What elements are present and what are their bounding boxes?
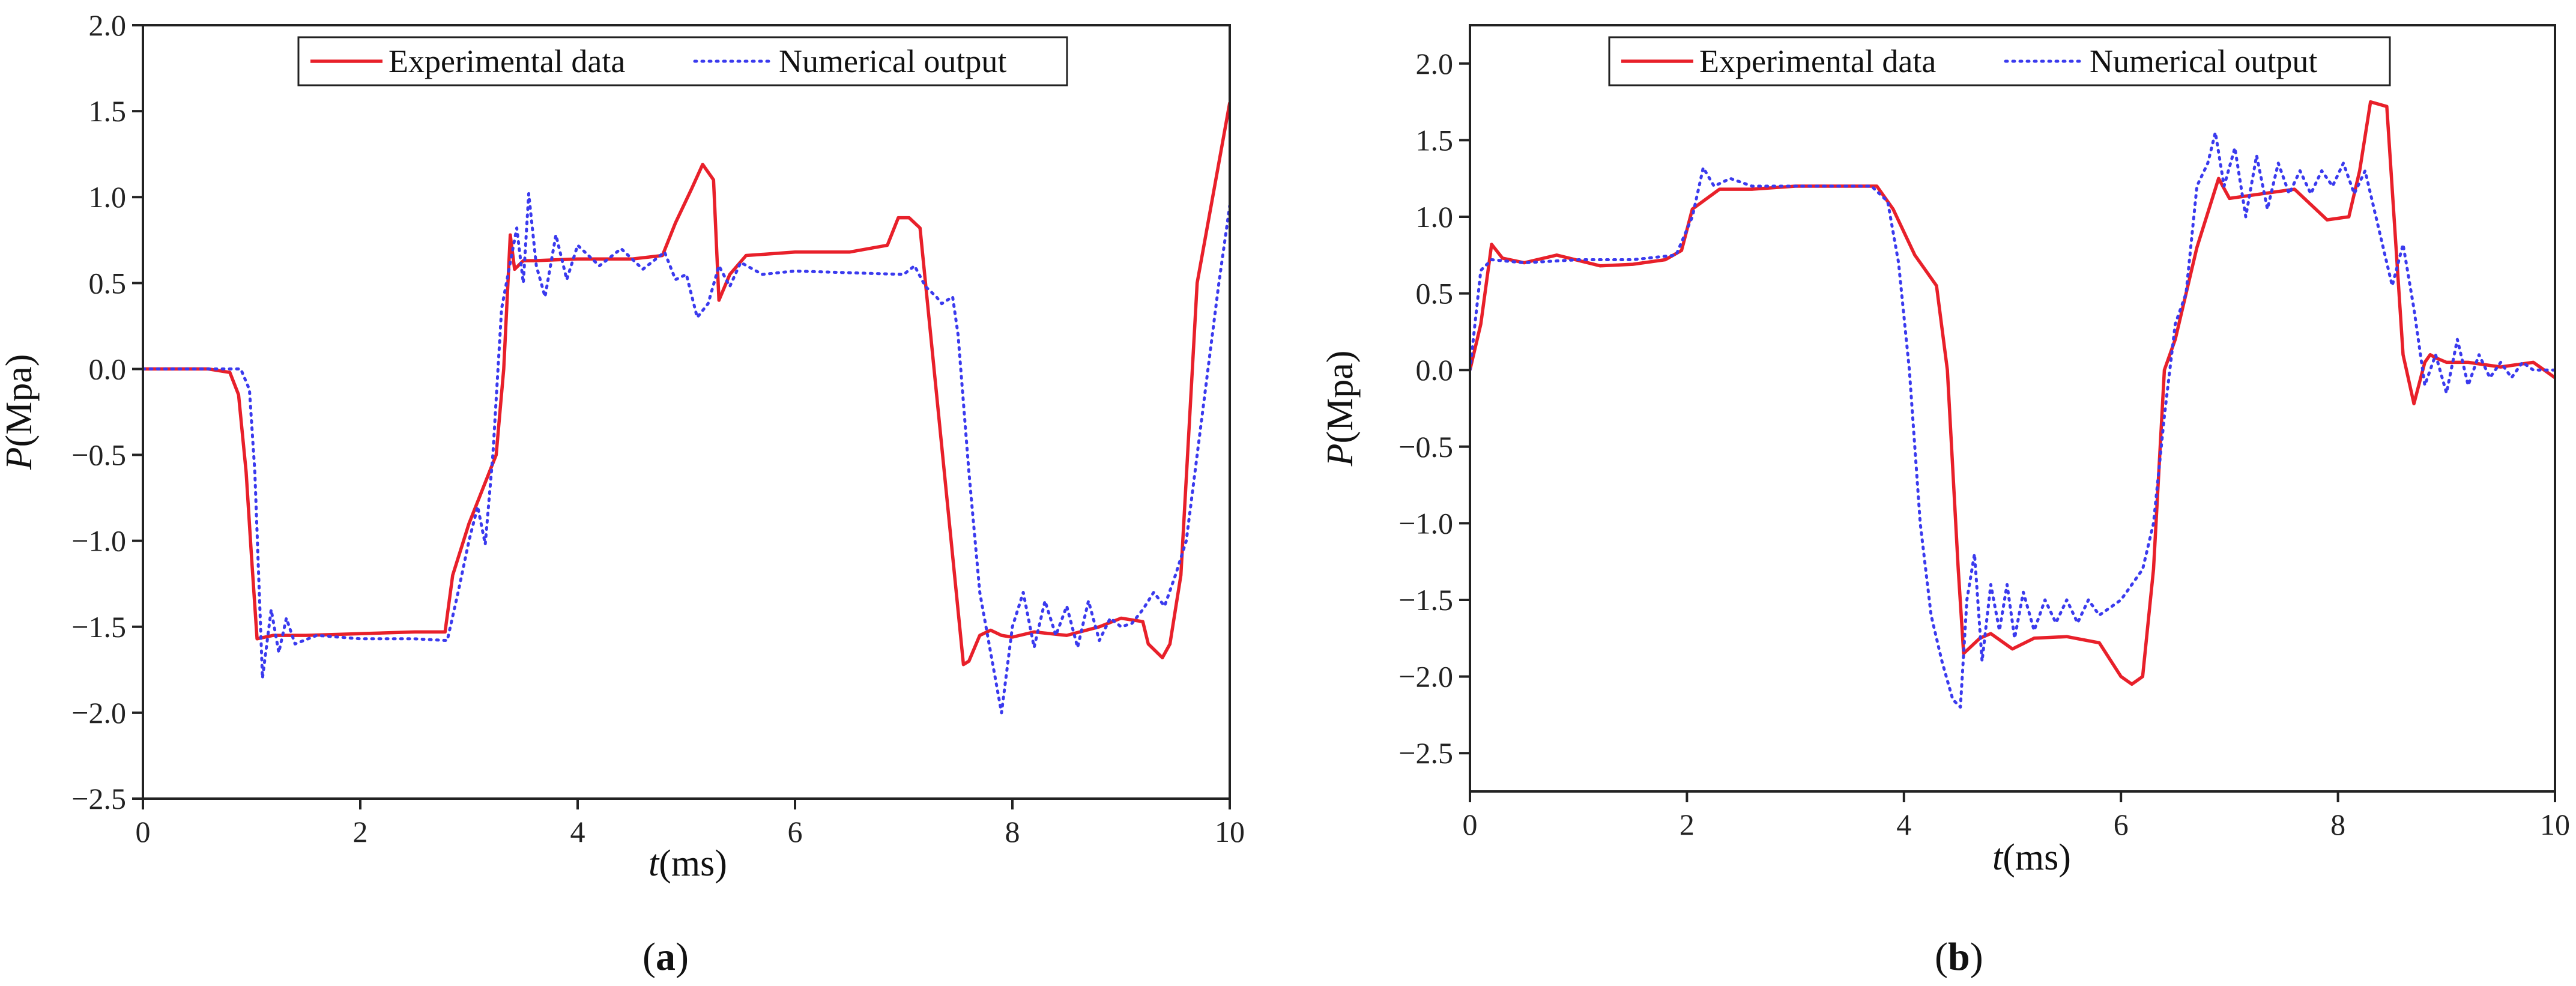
x-tick-label: 8 [1005, 815, 1020, 848]
series-line-numerical [143, 192, 1230, 715]
plot-frame [142, 24, 1231, 800]
y-tick-label: −1.5 [1398, 583, 1453, 617]
y-tick-label: 0.5 [89, 266, 127, 300]
plot-area [143, 102, 1230, 715]
x-tick-label: 4 [570, 815, 585, 848]
y-tick-label: 0.0 [1416, 353, 1454, 387]
series-line-experimental [143, 102, 1230, 667]
y-tick-label: 0.0 [89, 352, 127, 386]
y-tick-label: 1.5 [89, 94, 127, 128]
panel-label-open: ( [642, 935, 656, 979]
legend-label-experimental: Experimental data [389, 43, 625, 79]
legend-box [1608, 36, 2391, 86]
x-tick-label: 0 [136, 815, 151, 848]
y-tick-label: 1.0 [89, 180, 127, 214]
x-tick-label: 0 [1463, 808, 1478, 841]
y-tick-label: −1.0 [71, 524, 126, 558]
x-axis-variable: t [649, 843, 660, 884]
panel-label-open: ( [1935, 935, 1948, 979]
y-tick-label: 2.0 [89, 8, 127, 42]
legend-label-experimental: Experimental data [1699, 43, 1936, 79]
legend-label-numerical: Numerical output [2090, 43, 2317, 79]
series-line-numerical [1470, 131, 2555, 709]
y-axis-variable: P [0, 447, 40, 471]
series-line-experimental [1470, 100, 2555, 686]
panel-b: 0 2 4 6 8 10 −2.5 −2.0 −1.5 −1.0 −0.5 0.0 0.5 1.0 1.5 2… [1320, 24, 2570, 979]
legend: Experimental data Numerical output [1608, 36, 2391, 86]
y-tick-label: 1.0 [1416, 200, 1454, 234]
panel-label-close: ) [676, 935, 689, 979]
panel-a: 0 2 4 6 8 10 −2.5 −2.0 −1.5 −1.0 −0.5 0.0 0.5 1.0 1.5 2… [0, 8, 1245, 979]
legend-box [297, 36, 1068, 86]
x-tick-label: 10 [1215, 815, 1245, 848]
y-tick-label: −2.5 [1398, 736, 1453, 770]
y-tick-label: 2.0 [1416, 47, 1454, 80]
x-tick-label: 8 [2330, 808, 2345, 841]
panel-label: (b) [1935, 935, 1983, 979]
y-axis-variable: P [1320, 444, 1361, 467]
y-tick-label: −1.5 [71, 610, 126, 644]
panel-label-close: ) [1970, 935, 1983, 979]
y-axis-unit: (Mpa) [1320, 351, 1361, 444]
panel-letter: a [656, 935, 676, 979]
y-tick-label: −1.0 [1398, 506, 1453, 540]
plot-frame [1469, 24, 2556, 793]
y-tick-label: −0.5 [71, 438, 126, 472]
x-tick-label: 10 [2540, 808, 2570, 841]
x-axis-unit: (ms) [659, 843, 727, 884]
y-tick-label: 0.5 [1416, 277, 1454, 310]
y-tick-label: 1.5 [1416, 123, 1454, 157]
panel-label: (a) [642, 935, 689, 979]
y-axis-unit: (Mpa) [0, 354, 40, 447]
x-tick-label: 6 [788, 815, 803, 848]
x-tick-label: 6 [2114, 808, 2129, 841]
y-tick-label: −2.0 [1398, 660, 1453, 694]
x-tick-label: 2 [1680, 808, 1695, 841]
legend-label-numerical: Numerical output [779, 43, 1006, 79]
y-tick-label: −2.0 [71, 696, 126, 730]
y-axis-label: P(Mpa) [1320, 351, 1361, 467]
y-tick-label: −0.5 [1398, 430, 1453, 464]
x-axis-unit: (ms) [2003, 837, 2071, 878]
x-tick-label: 2 [353, 815, 368, 848]
y-tick-label: −2.5 [71, 782, 126, 815]
x-axis-variable: t [1992, 837, 2004, 878]
y-axis-label: P(Mpa) [0, 354, 40, 471]
x-axis-label: t(ms) [1992, 837, 2071, 878]
panel-letter: b [1948, 935, 1970, 979]
x-tick-label: 4 [1896, 808, 1911, 841]
plot-area [1470, 100, 2555, 709]
x-axis-label: t(ms) [649, 843, 727, 884]
legend: Experimental data Numerical output [297, 36, 1068, 86]
